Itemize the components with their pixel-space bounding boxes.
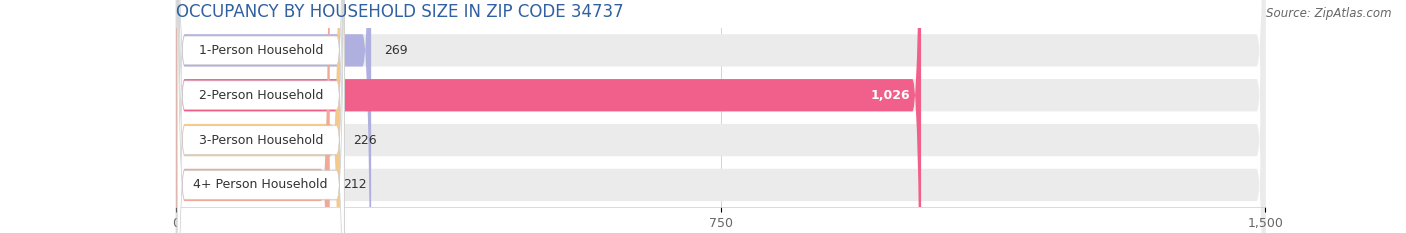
Text: 3-Person Household: 3-Person Household (198, 134, 323, 147)
FancyBboxPatch shape (176, 0, 1265, 233)
Text: 4+ Person Household: 4+ Person Household (194, 178, 328, 192)
Text: 2-Person Household: 2-Person Household (198, 89, 323, 102)
FancyBboxPatch shape (177, 0, 344, 233)
Text: 1-Person Household: 1-Person Household (198, 44, 323, 57)
FancyBboxPatch shape (176, 0, 330, 233)
Text: 212: 212 (343, 178, 367, 192)
FancyBboxPatch shape (177, 0, 344, 233)
FancyBboxPatch shape (177, 0, 344, 233)
Text: 1,026: 1,026 (870, 89, 910, 102)
Text: Source: ZipAtlas.com: Source: ZipAtlas.com (1267, 7, 1392, 20)
FancyBboxPatch shape (176, 0, 1265, 233)
Text: OCCUPANCY BY HOUSEHOLD SIZE IN ZIP CODE 34737: OCCUPANCY BY HOUSEHOLD SIZE IN ZIP CODE … (176, 3, 623, 21)
FancyBboxPatch shape (177, 0, 344, 233)
FancyBboxPatch shape (176, 0, 371, 233)
FancyBboxPatch shape (176, 0, 1265, 233)
Text: 269: 269 (384, 44, 408, 57)
Text: 226: 226 (353, 134, 377, 147)
FancyBboxPatch shape (176, 0, 1265, 233)
FancyBboxPatch shape (176, 0, 340, 233)
FancyBboxPatch shape (176, 0, 921, 233)
